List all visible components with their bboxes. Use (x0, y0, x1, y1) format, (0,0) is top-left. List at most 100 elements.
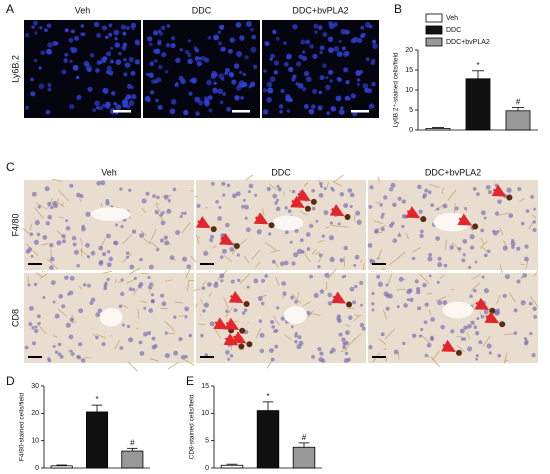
nucleus (315, 219, 319, 223)
nucleus (101, 251, 107, 257)
nucleus (47, 87, 52, 92)
sinusoid (499, 264, 504, 275)
nucleus (149, 282, 153, 286)
nucleus (396, 305, 400, 309)
column-label: Veh (75, 5, 91, 15)
sinusoid (36, 322, 47, 335)
nucleus (246, 21, 252, 27)
sinusoid (34, 207, 44, 219)
nucleus (226, 183, 231, 188)
nucleus (129, 264, 135, 270)
nucleus (217, 216, 223, 221)
nucleus (426, 342, 432, 348)
annotation: # (130, 438, 135, 447)
nucleus (508, 213, 514, 218)
sinusoid (377, 249, 383, 261)
nucleus (61, 304, 66, 309)
stained-cell (233, 243, 240, 250)
nucleus (287, 209, 292, 213)
nucleus (259, 348, 265, 354)
sinusoid (303, 182, 309, 188)
nucleus (338, 109, 345, 115)
nucleus (209, 321, 215, 327)
sinusoid (453, 202, 456, 214)
nucleus (122, 31, 127, 36)
nucleus (36, 232, 41, 237)
arrow (253, 212, 269, 225)
nucleus (312, 88, 318, 94)
nucleus (406, 289, 412, 295)
nucleus (347, 96, 351, 101)
nucleus (311, 206, 316, 211)
nucleus (494, 309, 501, 315)
nucleus (422, 195, 426, 199)
nucleus (383, 291, 389, 297)
nucleus (381, 212, 385, 216)
nucleus (213, 72, 219, 78)
nucleus (238, 70, 243, 75)
micrograph (24, 180, 194, 270)
nucleus (306, 247, 311, 251)
nucleus (270, 357, 275, 362)
nucleus (388, 223, 394, 228)
nucleus (298, 54, 304, 60)
nucleus (314, 30, 318, 34)
nucleus (244, 204, 249, 210)
panel-label: D (6, 374, 15, 388)
nucleus (115, 223, 119, 227)
sinusoid (272, 315, 280, 326)
nucleus (95, 68, 100, 73)
nucleus (139, 257, 143, 262)
sinusoid (95, 333, 106, 339)
sinusoid (450, 288, 454, 291)
sinusoid (330, 224, 339, 227)
nucleus (297, 82, 304, 89)
nucleus (266, 81, 273, 88)
nucleus (462, 337, 467, 341)
nucleus (133, 276, 137, 280)
nucleus (327, 36, 334, 43)
sinusoid (225, 306, 233, 318)
sinusoid (110, 335, 113, 337)
nucleus (163, 235, 168, 240)
sinusoid (307, 310, 314, 318)
nucleus (472, 187, 477, 191)
nucleus (45, 109, 51, 115)
sinusoid (426, 292, 433, 295)
nucleus (175, 230, 181, 236)
sinusoid (427, 355, 430, 359)
nucleus (352, 36, 359, 43)
nucleus (317, 265, 321, 269)
nucleus (343, 203, 349, 209)
nucleus (30, 91, 36, 97)
nucleus (297, 248, 303, 254)
nucleus (157, 41, 162, 46)
nucleus (327, 292, 333, 298)
bar (425, 127, 451, 131)
legend-label: Veh (446, 15, 458, 22)
sinusoid (338, 225, 349, 228)
nucleus (504, 274, 510, 280)
nucleus (379, 203, 383, 207)
nucleus (130, 70, 136, 76)
nucleus (325, 76, 329, 80)
sinusoid (39, 273, 48, 280)
sinusoid (326, 181, 330, 188)
nucleus (184, 354, 188, 359)
sinusoid (57, 308, 68, 317)
nucleus (33, 282, 38, 287)
sinusoid (519, 276, 524, 279)
nucleus (68, 103, 75, 110)
nucleus (25, 105, 30, 110)
nucleus (122, 57, 127, 62)
nucleus (532, 220, 537, 224)
nucleus (173, 315, 177, 319)
nucleus (313, 23, 319, 29)
nucleus (280, 316, 286, 321)
nucleus (327, 301, 333, 306)
nucleus (180, 355, 186, 360)
nucleus (285, 93, 291, 100)
nucleus (202, 309, 206, 313)
nucleus (111, 91, 116, 96)
